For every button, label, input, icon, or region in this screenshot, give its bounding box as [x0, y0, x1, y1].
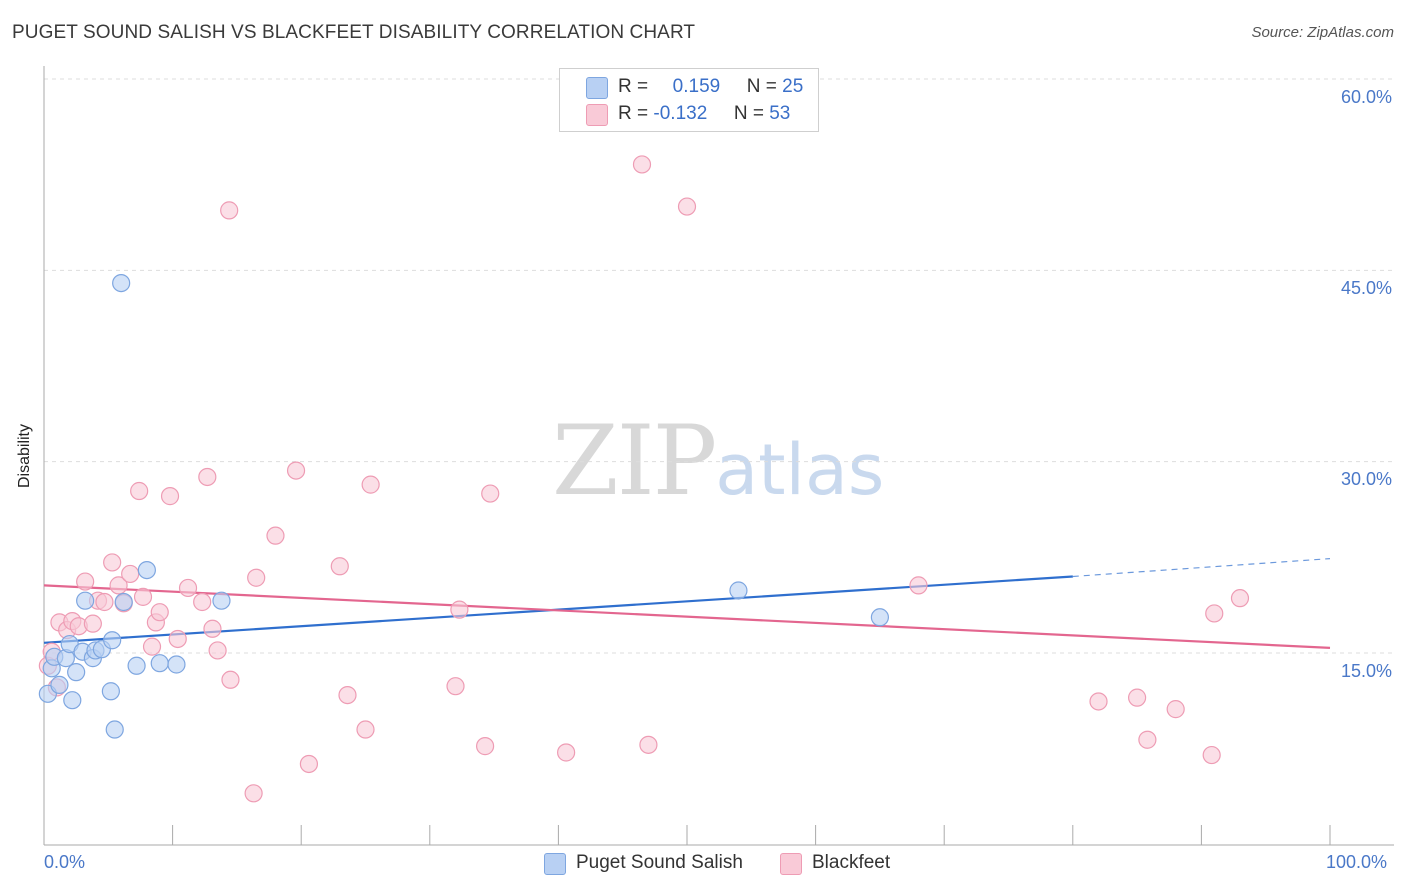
point-blackfeet	[677, 197, 697, 216]
y-axis-label: Disability	[16, 423, 33, 489]
point-blackfeet	[221, 670, 240, 689]
legend-r-value: 0.159	[672, 76, 721, 97]
legend-swatch-pink	[780, 853, 802, 875]
grid-lines	[44, 78, 1394, 654]
point-blackfeet	[1127, 688, 1147, 707]
point-blackfeet	[103, 553, 122, 572]
point-blackfeet	[361, 475, 380, 494]
point-blackfeet	[1230, 589, 1250, 608]
point-blackfeet	[286, 461, 306, 480]
point-blackfeet	[1202, 745, 1221, 765]
point-blackfeet	[450, 600, 469, 619]
point-puget	[150, 654, 169, 673]
point-blackfeet	[338, 685, 357, 705]
point-blackfeet	[133, 587, 153, 606]
y-tick-label: 60.0%	[1340, 87, 1392, 107]
point-blackfeet	[220, 201, 239, 220]
watermark-zip: ZIP	[552, 405, 717, 517]
point-puget	[127, 656, 146, 675]
trend-line-blackfeet	[43, 584, 1331, 649]
legend-swatch-pink	[586, 104, 608, 126]
point-puget	[112, 273, 131, 293]
point-puget	[105, 720, 124, 739]
point-blackfeet	[193, 592, 212, 612]
point-blackfeet	[299, 754, 319, 774]
x-tick-label: 0.0%	[44, 852, 86, 872]
point-blackfeet	[1205, 604, 1224, 623]
point-blackfeet	[83, 614, 102, 633]
point-blackfeet	[76, 572, 95, 591]
point-puget	[67, 663, 86, 682]
point-puget	[101, 682, 120, 701]
legend-n-label: N =	[733, 103, 764, 124]
stats-legend: R = 0.159 N = 25 R = -0.132 N = 53	[559, 68, 819, 132]
point-blackfeet	[266, 526, 285, 545]
point-puget	[729, 581, 748, 600]
point-blackfeet	[1166, 700, 1185, 719]
point-blackfeet	[142, 637, 162, 656]
point-blackfeet	[632, 155, 652, 174]
point-blackfeet	[1138, 730, 1157, 749]
y-tick-label: 30.0%	[1340, 469, 1392, 489]
point-blackfeet	[150, 603, 169, 622]
point-blackfeet	[639, 735, 658, 754]
point-puget	[212, 591, 231, 610]
point-blackfeet	[244, 784, 263, 803]
point-blackfeet	[109, 576, 128, 595]
point-blackfeet	[356, 720, 375, 739]
legend-r-label: R =	[618, 103, 649, 124]
point-blackfeet	[208, 641, 227, 660]
watermark-atlas: atlas	[715, 429, 885, 511]
watermark: ZIPatlas	[552, 405, 884, 517]
point-blackfeet	[446, 677, 465, 696]
data-points	[38, 155, 1250, 803]
legend-n-value: 25	[782, 76, 804, 97]
point-blackfeet	[198, 467, 217, 487]
legend-r-label: R =	[618, 76, 649, 97]
legend-series-label: Puget Sound Salish	[576, 852, 743, 873]
point-blackfeet	[475, 737, 495, 756]
point-blackfeet	[95, 592, 114, 612]
point-blackfeet	[168, 629, 187, 649]
point-blackfeet	[160, 487, 180, 506]
point-puget	[114, 592, 133, 612]
legend-swatch-blue	[586, 77, 608, 99]
trend-lines	[43, 558, 1331, 649]
point-blackfeet	[1089, 692, 1108, 711]
source-label: Source: ZipAtlas.com	[1251, 24, 1394, 41]
legend-swatch-blue	[544, 853, 566, 875]
legend-n-value: 53	[769, 103, 791, 124]
point-blackfeet	[121, 564, 140, 584]
axes	[43, 66, 1394, 846]
point-puget	[76, 591, 95, 610]
legend-series-label: Blackfeet	[812, 852, 891, 873]
legend-n-label: N =	[746, 76, 777, 97]
point-puget	[137, 560, 156, 580]
legend-r-value: -0.132	[653, 103, 708, 124]
point-puget	[63, 691, 82, 710]
point-blackfeet	[247, 568, 266, 587]
y-tick-label: 15.0%	[1340, 661, 1392, 681]
point-blackfeet	[909, 576, 928, 595]
point-blackfeet	[203, 619, 222, 638]
chart-title: PUGET SOUND SALISH VS BLACKFEET DISABILI…	[12, 22, 696, 43]
point-puget	[870, 608, 890, 627]
point-puget	[50, 675, 69, 694]
point-blackfeet	[330, 557, 349, 576]
trend-line-puget-extension	[1072, 558, 1331, 578]
point-blackfeet	[178, 578, 198, 598]
point-blackfeet	[130, 481, 149, 501]
point-blackfeet	[481, 484, 500, 503]
y-tick-label: 45.0%	[1340, 278, 1392, 298]
x-tick-label: 100.0%	[1326, 852, 1388, 872]
point-puget	[103, 631, 122, 650]
point-puget	[167, 655, 186, 674]
point-blackfeet	[557, 743, 576, 762]
